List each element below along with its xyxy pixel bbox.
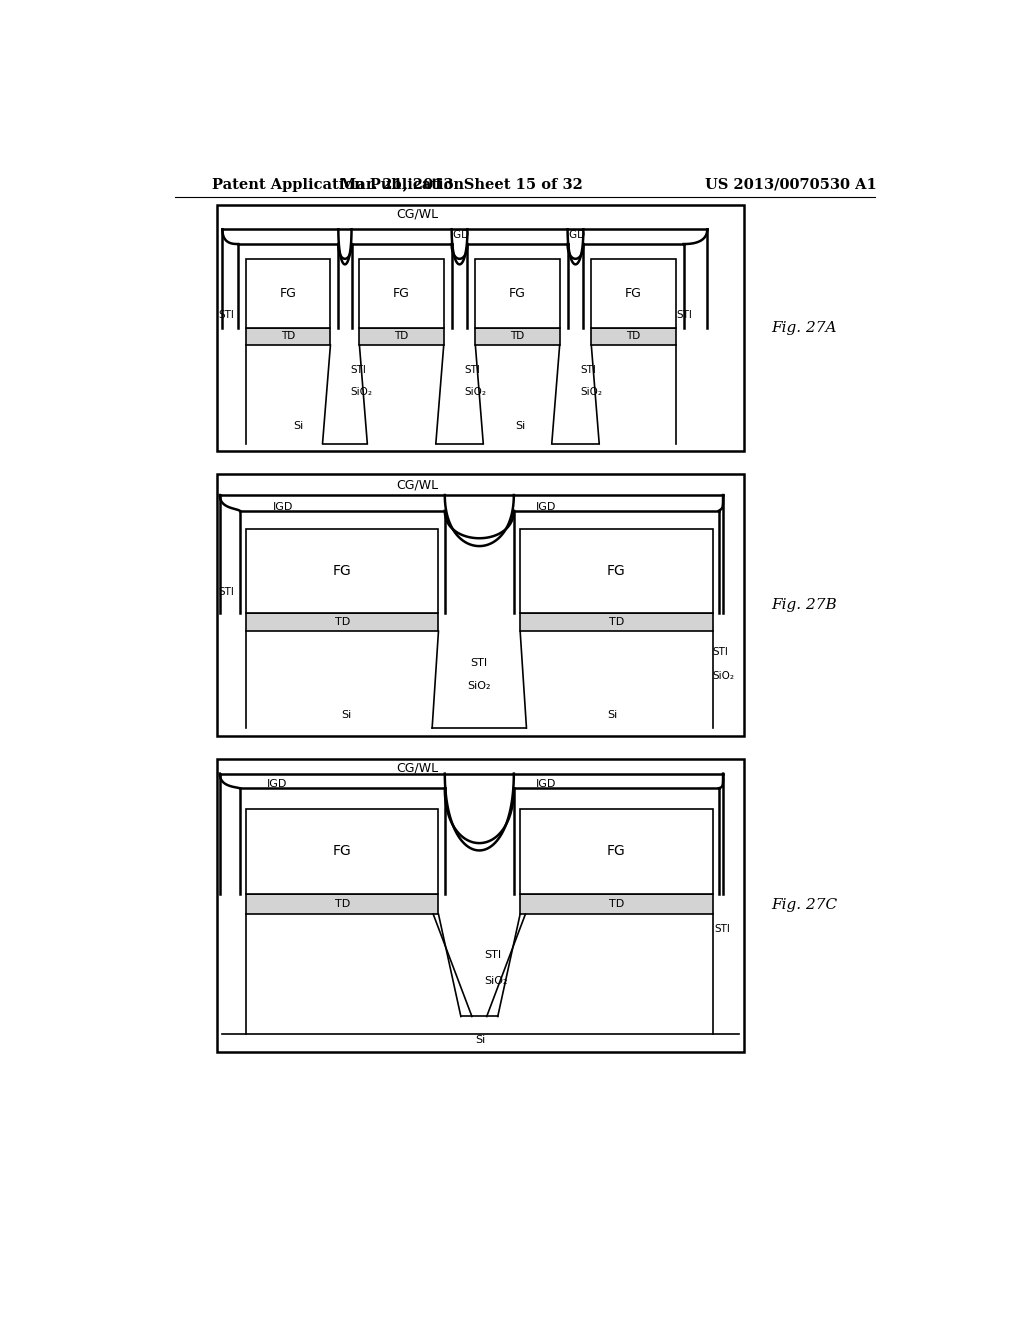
Text: IGD: IGD <box>536 502 556 512</box>
Text: STI: STI <box>465 364 480 375</box>
Bar <box>246 259 331 327</box>
Bar <box>520 894 713 913</box>
Text: STI: STI <box>219 587 234 597</box>
Bar <box>246 529 438 612</box>
Bar <box>591 327 676 345</box>
Text: IGD: IGD <box>450 231 469 240</box>
Bar <box>520 612 713 631</box>
Text: FG: FG <box>333 845 351 858</box>
Text: SiO₂: SiO₂ <box>465 387 486 397</box>
Text: Patent Application Publication: Patent Application Publication <box>212 178 464 191</box>
Text: STI: STI <box>581 364 597 375</box>
Text: US 2013/0070530 A1: US 2013/0070530 A1 <box>706 178 878 191</box>
Text: TD: TD <box>335 899 350 909</box>
Bar <box>359 259 443 327</box>
Bar <box>246 327 331 345</box>
Bar <box>246 894 438 913</box>
Text: Mar. 21, 2013  Sheet 15 of 32: Mar. 21, 2013 Sheet 15 of 32 <box>340 178 583 191</box>
Text: SiO₂: SiO₂ <box>484 977 508 986</box>
Text: FG: FG <box>280 286 297 300</box>
Text: CG/WL: CG/WL <box>396 762 438 775</box>
Text: Si: Si <box>515 421 525 432</box>
Text: TD: TD <box>510 331 524 342</box>
Text: TD: TD <box>335 616 350 627</box>
Text: CG/WL: CG/WL <box>396 478 438 491</box>
Bar <box>217 759 744 1052</box>
Text: Si: Si <box>607 710 617 719</box>
Text: STI: STI <box>713 647 728 657</box>
Text: TD: TD <box>608 616 624 627</box>
Bar <box>359 327 443 345</box>
Text: STI: STI <box>677 310 692 321</box>
Text: TD: TD <box>282 331 295 342</box>
Text: Fig. 27A: Fig. 27A <box>771 321 837 335</box>
Text: FG: FG <box>509 286 526 300</box>
Text: FG: FG <box>607 564 626 578</box>
Text: SiO₂: SiO₂ <box>468 681 492 692</box>
Text: CG/WL: CG/WL <box>396 209 438 220</box>
Bar <box>217 205 744 451</box>
Text: FG: FG <box>607 845 626 858</box>
Text: FG: FG <box>393 286 410 300</box>
Text: IGD: IGD <box>272 502 293 512</box>
Bar <box>246 809 438 894</box>
Text: STI: STI <box>471 657 487 668</box>
Text: FG: FG <box>625 286 642 300</box>
Text: SiO₂: SiO₂ <box>350 387 372 397</box>
Bar <box>246 612 438 631</box>
Text: FG: FG <box>333 564 351 578</box>
Bar <box>475 259 560 327</box>
Text: IGD: IGD <box>536 779 556 789</box>
Text: TD: TD <box>627 331 641 342</box>
Text: STI: STI <box>350 364 366 375</box>
Bar <box>475 327 560 345</box>
Text: STI: STI <box>219 310 234 321</box>
Bar <box>591 259 676 327</box>
Bar <box>217 474 744 737</box>
Text: TD: TD <box>394 331 409 342</box>
Text: SiO₂: SiO₂ <box>713 671 734 681</box>
Text: Si: Si <box>341 710 351 719</box>
Text: Fig. 27C: Fig. 27C <box>771 899 838 912</box>
Text: Si: Si <box>475 1035 485 1045</box>
Text: IGD: IGD <box>566 231 585 240</box>
Text: STI: STI <box>484 950 502 960</box>
Text: STI: STI <box>714 924 730 933</box>
Text: TD: TD <box>608 899 624 909</box>
Text: IGD: IGD <box>267 779 288 789</box>
Text: Si: Si <box>294 421 304 432</box>
Text: Fig. 27B: Fig. 27B <box>771 598 837 612</box>
Text: SiO₂: SiO₂ <box>581 387 603 397</box>
Bar <box>520 809 713 894</box>
Bar <box>520 529 713 612</box>
